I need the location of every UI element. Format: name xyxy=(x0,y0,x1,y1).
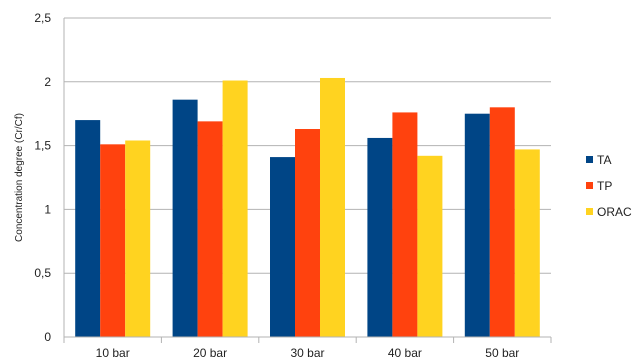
bar-orac xyxy=(320,77,345,338)
y-tick-label: 2 xyxy=(44,75,51,89)
x-tick-label: 20 bar xyxy=(193,346,227,360)
legend-label-tp: TP xyxy=(597,179,612,193)
bar-tp xyxy=(197,121,223,337)
bar-ta xyxy=(75,120,101,337)
legend-label-orac: ORAC xyxy=(597,205,632,219)
legend-label-ta: TA xyxy=(597,153,611,167)
y-tick-label: 2,5 xyxy=(34,11,51,25)
x-tick-label: 50 bar xyxy=(485,346,519,360)
bar-orac xyxy=(125,140,151,337)
y-tick-label: 0,5 xyxy=(34,266,51,280)
bar-orac xyxy=(514,149,540,337)
x-tick-label: 10 bar xyxy=(96,346,130,360)
x-tick-label: 40 bar xyxy=(388,346,422,360)
bar-tp xyxy=(100,144,126,337)
legend-swatch-ta xyxy=(586,156,593,163)
bars xyxy=(75,77,540,338)
legend-swatch-orac xyxy=(586,208,593,215)
bar-ta xyxy=(367,137,393,337)
y-tick-label: 0 xyxy=(44,330,51,344)
y-tick-label: 1,5 xyxy=(34,139,51,153)
x-tick-labels: 10 bar 20 bar 30 bar 40 bar 50 bar xyxy=(96,346,520,360)
bar-tp xyxy=(489,107,515,337)
y-tick-label: 1 xyxy=(44,202,51,216)
x-tick-label: 30 bar xyxy=(290,346,324,360)
bar-orac xyxy=(222,80,248,338)
bar-tp xyxy=(392,112,418,337)
axes xyxy=(63,18,552,343)
legend: TA TP ORAC xyxy=(586,153,632,219)
bar-tp xyxy=(295,129,320,337)
bar-ta xyxy=(172,99,198,337)
y-tick-labels: 0 0,5 1 1,5 2 2,5 xyxy=(34,11,51,344)
legend-swatch-tp xyxy=(586,182,593,189)
bar-orac xyxy=(417,155,443,337)
bar-ta xyxy=(464,113,490,337)
bar-ta xyxy=(270,157,295,337)
y-axis-title: Concentration degree (Cr/Cf) xyxy=(14,113,25,242)
